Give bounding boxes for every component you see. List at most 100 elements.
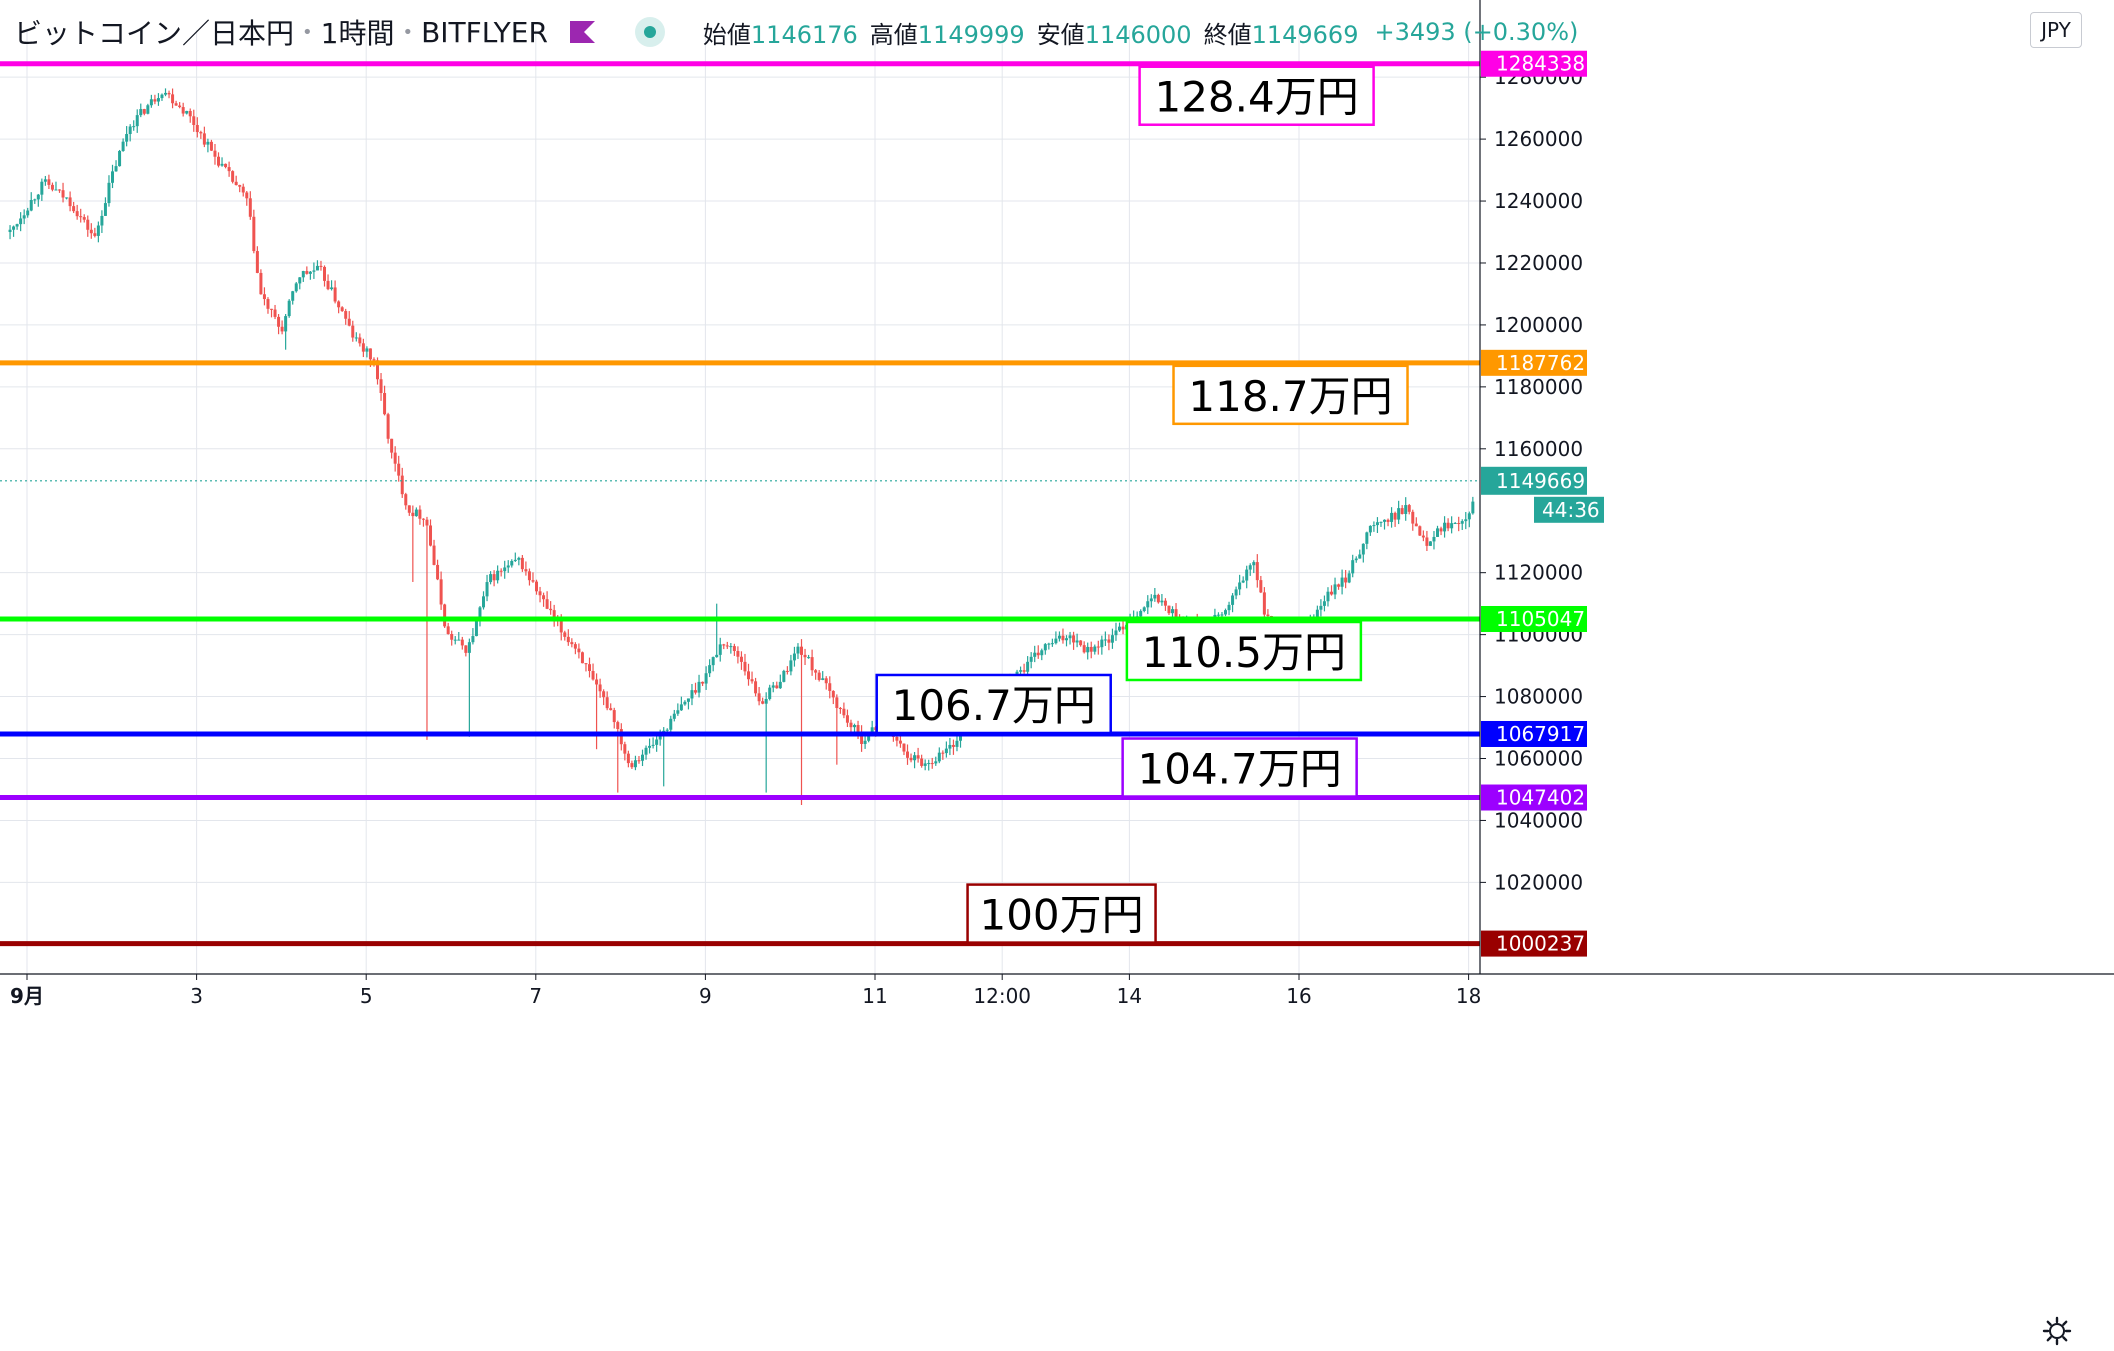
candle	[330, 280, 334, 291]
y-tick-label: 1040000	[1494, 808, 1583, 832]
level-box[interactable]	[1138, 65, 1375, 126]
candle	[206, 138, 210, 153]
candle-body	[89, 229, 93, 234]
candle-body	[418, 509, 422, 519]
candle	[185, 110, 189, 115]
candle-body	[736, 650, 740, 657]
candle	[255, 246, 259, 274]
candle	[277, 314, 281, 335]
x-tick-label[interactable]: 11	[862, 984, 887, 1008]
candle-body	[301, 271, 305, 278]
symbol-name[interactable]: ビットコイン／日本円	[14, 17, 295, 50]
candle	[948, 737, 952, 756]
candle	[683, 700, 687, 706]
x-tick-label[interactable]: 18	[1456, 984, 1481, 1008]
candle	[315, 260, 319, 271]
candle-body	[457, 639, 461, 641]
x-tick-label[interactable]: 5	[360, 984, 373, 1008]
level-box[interactable]	[1172, 364, 1409, 426]
candle	[916, 747, 920, 763]
candle-body	[1333, 584, 1337, 595]
candle-body	[1146, 601, 1150, 608]
candle	[75, 204, 79, 220]
candle	[718, 637, 722, 662]
x-tick-label[interactable]: 3	[190, 984, 203, 1008]
price-axis[interactable]: 1020000104000010600001080000110000011200…	[1479, 0, 2114, 1351]
candle-body	[231, 171, 235, 182]
candle	[1234, 586, 1238, 600]
candle	[118, 149, 122, 167]
candle-body	[1397, 508, 1401, 520]
flag-icon[interactable]	[569, 21, 595, 43]
level-axis-label: 1105047	[1496, 607, 1585, 631]
candle-body	[835, 697, 839, 709]
candle-body	[584, 663, 588, 665]
candle	[1326, 587, 1330, 607]
x-tick-label[interactable]: 16	[1286, 984, 1311, 1008]
candle-body	[446, 626, 450, 635]
candle	[612, 707, 616, 729]
candle	[1411, 509, 1415, 531]
x-tick-label[interactable]: 7	[529, 984, 542, 1008]
candle-body	[648, 745, 652, 748]
candle	[1061, 628, 1065, 644]
candle	[86, 215, 90, 237]
ohlc-low: 安値1146000	[1036, 20, 1192, 49]
candle-body	[439, 579, 443, 605]
level-box[interactable]	[1125, 620, 1363, 682]
candle	[1153, 588, 1157, 602]
candle	[1022, 663, 1026, 674]
level-box[interactable]	[966, 883, 1157, 944]
candle	[407, 505, 411, 516]
candle-body	[1082, 645, 1086, 653]
candle-body	[485, 582, 489, 597]
level-box[interactable]	[1121, 737, 1358, 798]
candle-body	[535, 581, 539, 592]
candle-body	[238, 185, 242, 187]
candle	[1432, 531, 1436, 550]
candle	[1443, 516, 1447, 538]
candle-body	[708, 665, 712, 674]
gear-icon[interactable]	[2042, 1316, 2072, 1346]
level-box[interactable]	[875, 673, 1112, 735]
candle-body	[1227, 604, 1231, 611]
candle-body	[167, 92, 171, 95]
time-axis[interactable]: 9月 3 5 7 9 11 12:00 14 16 18	[0, 973, 2114, 1008]
candle	[690, 683, 694, 706]
candle	[1453, 522, 1457, 525]
candle-body	[715, 654, 719, 658]
candle	[711, 656, 715, 672]
candle	[337, 300, 341, 314]
candle	[701, 681, 705, 687]
candle	[217, 152, 221, 168]
candle	[616, 720, 620, 793]
candle-body	[149, 99, 153, 106]
candle	[672, 709, 676, 722]
candle	[644, 745, 648, 760]
y-tick-label: 1220000	[1494, 251, 1583, 275]
currency-button[interactable]: JPY	[2030, 12, 2082, 48]
candle-body	[217, 156, 221, 166]
candle	[432, 539, 436, 566]
candle-body	[107, 182, 111, 204]
candle	[1054, 631, 1058, 645]
horizontal-levels[interactable]: 128.4万円 118.7万円 110.5万円 106.7万円 104.7万円 100万円	[0, 61, 1480, 947]
candle	[1322, 595, 1326, 612]
candle	[1457, 516, 1461, 532]
x-tick-label[interactable]: 9月	[10, 984, 44, 1008]
candle-body	[58, 189, 62, 191]
x-tick-label[interactable]: 14	[1117, 984, 1142, 1008]
candle	[390, 438, 394, 459]
x-tick-label[interactable]: 12:00	[973, 984, 1031, 1008]
interval-label[interactable]: 1時間	[320, 17, 395, 50]
candle	[1245, 565, 1249, 589]
x-tick-label[interactable]: 9	[699, 984, 712, 1008]
candle	[65, 197, 69, 200]
candle	[153, 94, 157, 105]
candle-body	[679, 704, 683, 711]
candle	[704, 666, 708, 690]
candle-body	[503, 567, 507, 572]
candle-body	[513, 559, 517, 561]
candle-body	[326, 280, 330, 290]
